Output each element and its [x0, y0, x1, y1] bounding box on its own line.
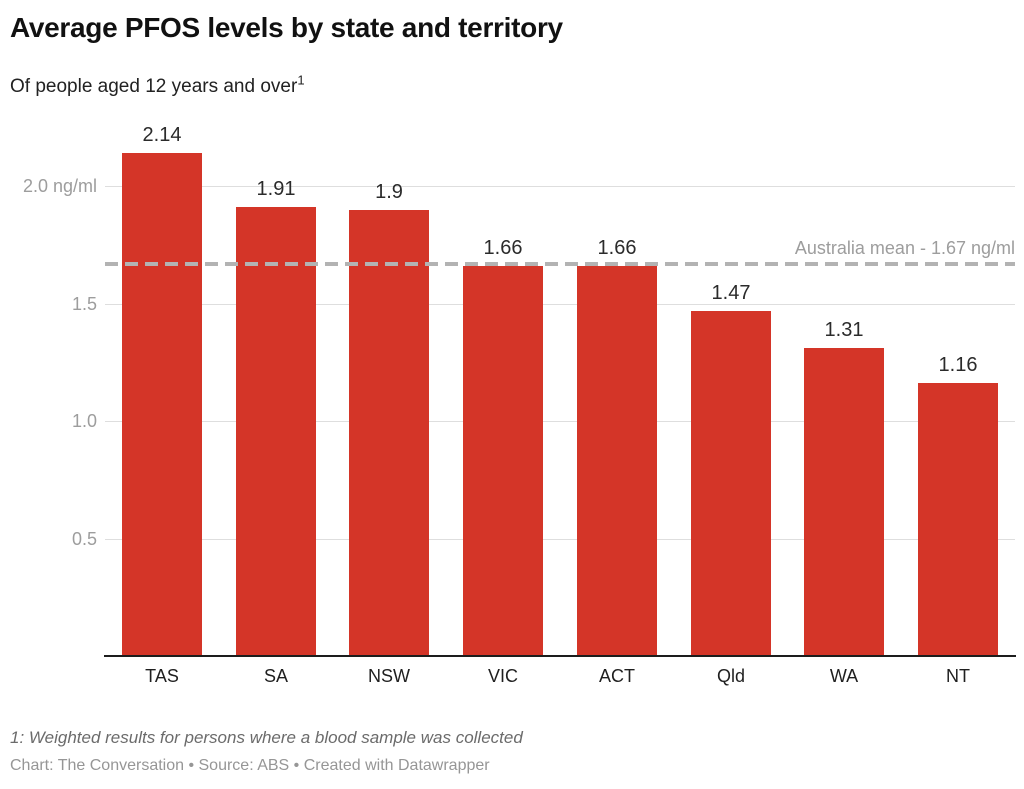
bar-value-label: 1.91: [256, 178, 296, 200]
attribution: Chart: The Conversation • Source: ABS • …: [10, 757, 490, 774]
footnote: 1: Weighted results for persons where a …: [10, 728, 523, 747]
bar[interactable]: [918, 383, 998, 656]
x-tick-label: Qld: [716, 666, 745, 686]
bar-value-label: 1.31: [824, 319, 864, 341]
chart-subtitle-text: Of people aged 12 years and over: [10, 76, 298, 97]
x-tick-label: SA: [263, 666, 288, 686]
bar[interactable]: [691, 311, 771, 656]
y-gridline: [105, 186, 1015, 187]
bar[interactable]: [804, 348, 884, 656]
y-gridline: [105, 539, 1015, 540]
bar-value-label: 1.47: [711, 282, 751, 304]
bar[interactable]: [463, 266, 543, 656]
y-tick-label: 2.0 ng/ml: [22, 176, 97, 196]
x-tick-label: TAS: [145, 666, 179, 686]
bar-value-label: 1.66: [483, 237, 523, 259]
y-tick-label: 1.0: [71, 411, 97, 431]
y-tick-label: 0.5: [71, 529, 97, 549]
bar-value-label: 1.9: [375, 181, 403, 203]
x-tick-label: NT: [946, 666, 970, 686]
footnote-superscript: 1: [297, 72, 305, 88]
y-gridline: [105, 304, 1015, 305]
y-tick-label: 1.5: [71, 294, 97, 314]
bar[interactable]: [577, 266, 657, 656]
x-axis-line: [104, 655, 1016, 657]
bar-value-label: 1.66: [597, 237, 637, 259]
bar-value-label: 2.14: [142, 124, 182, 146]
bar[interactable]: [236, 207, 316, 656]
bar[interactable]: [122, 153, 202, 656]
chart-subtitle: Of people aged 12 years and over1: [10, 72, 305, 98]
y-gridline: [105, 421, 1015, 422]
mean-line: [105, 262, 1015, 266]
x-tick-label: VIC: [487, 666, 518, 686]
chart-title: Average PFOS levels by state and territo…: [10, 12, 563, 43]
bar-value-label: 1.16: [938, 354, 978, 376]
x-tick-label: NSW: [368, 666, 410, 686]
x-tick-label: ACT: [599, 666, 635, 686]
x-tick-label: WA: [829, 666, 859, 686]
bar[interactable]: [349, 210, 429, 657]
mean-line-label: Australia mean - 1.67 ng/ml: [794, 238, 1015, 258]
